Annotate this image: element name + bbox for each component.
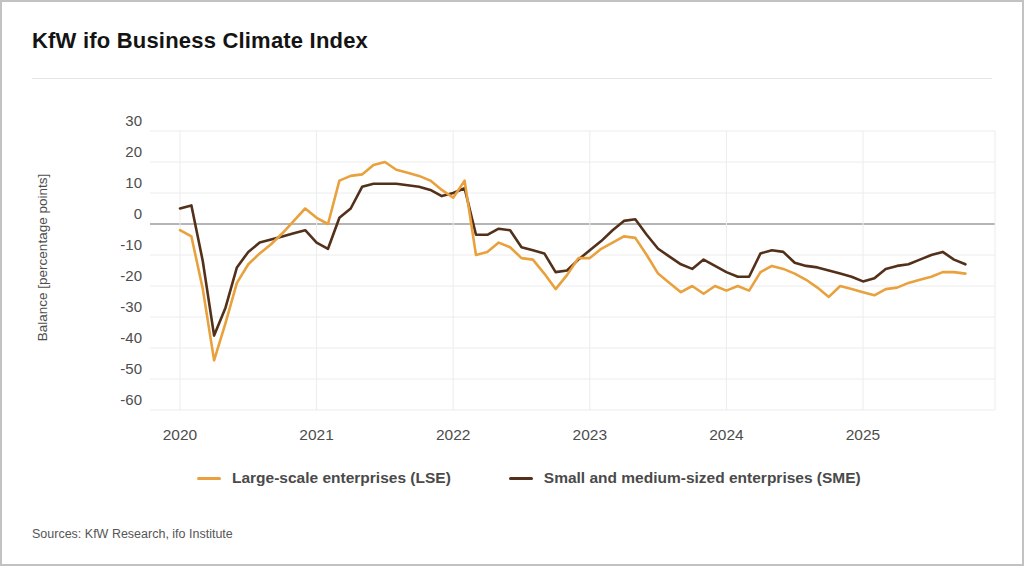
sme-line-swatch — [509, 477, 533, 480]
x-tick-label-2025: 2025 — [846, 426, 880, 443]
y-tick-label--40: -40 — [120, 329, 142, 346]
x-tick-label-2023: 2023 — [573, 426, 607, 443]
lse-legend-label: Large-scale enterprises (LSE) — [232, 469, 451, 487]
chart-legend: Large-scale enterprises (LSE) Small and … — [197, 469, 861, 487]
y-tick-label-10: 10 — [125, 174, 142, 191]
legend-item-sme: Small and medium-sized enterprises (SME) — [509, 469, 861, 487]
x-tick-label-2021: 2021 — [299, 426, 333, 443]
x-tick-label-2022: 2022 — [436, 426, 470, 443]
lse-line — [180, 162, 965, 360]
x-tick-label-2024: 2024 — [709, 426, 744, 443]
y-tick-label--20: -20 — [120, 267, 142, 284]
y-tick-label-20: 20 — [125, 143, 142, 160]
y-tick-label--30: -30 — [120, 298, 142, 315]
legend-item-lse: Large-scale enterprises (LSE) — [197, 469, 451, 487]
lse-line-swatch — [197, 477, 221, 480]
sme-line — [180, 184, 965, 336]
y-tick-label--10: -10 — [120, 236, 142, 253]
x-tick-label-2020: 2020 — [163, 426, 198, 443]
y-tick-label-0: 0 — [134, 205, 142, 222]
sources-note: Sources: KfW Research, ifo Institute — [32, 527, 233, 541]
y-tick-label--50: -50 — [120, 360, 142, 377]
sme-legend-label: Small and medium-sized enterprises (SME) — [544, 469, 861, 487]
chart-card: KfW ifo Business Climate Index Balance [… — [0, 0, 1024, 566]
y-tick-label--60: -60 — [120, 391, 142, 408]
y-tick-label-30: 30 — [125, 112, 142, 129]
